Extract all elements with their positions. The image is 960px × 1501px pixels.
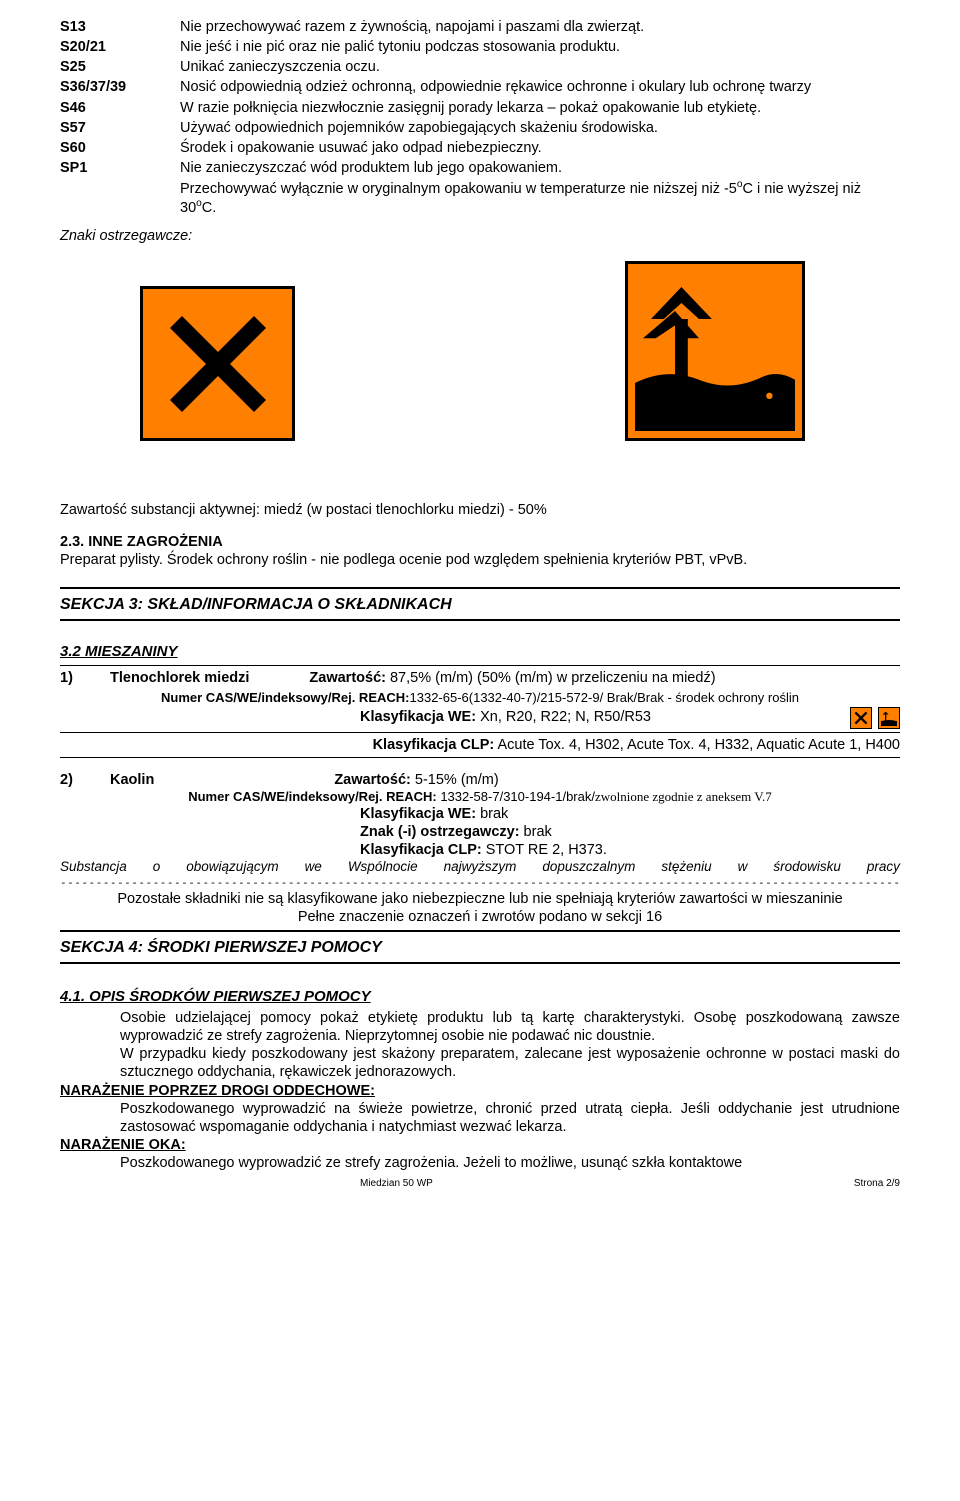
s-text: Środek i opakowanie usuwać jako odpad ni… [180,139,900,157]
divider [60,962,900,964]
sec-4-1-heading: 4.1. OPIS ŚRODKÓW PIERWSZEJ POMOCY [60,988,900,1007]
p41a: Osobie udzielającej pomocy pokaż etykiet… [60,1009,900,1045]
s-code: S25 [60,58,180,76]
component-1-row: 1) Tlenochlorek miedzi Zawartość: 87,5% … [60,669,900,687]
comp-num: 1) [60,669,90,687]
s-row: SP1Nie zanieczyszczać wód produktem lub … [60,159,900,177]
workplace-limit-line: SubstancjaoobowiązującymweWspólnocienajw… [60,859,900,876]
divider [60,665,900,666]
full-meaning: Pełne znaczenie oznaczeń i zwrotów podan… [60,908,900,926]
comp2-kwe: Klasyfikacja WE: brak [360,805,900,823]
exposure-resp-text: Poszkodowanego wyprowadzić na świeże pow… [60,1100,900,1136]
comp-num: 2) [60,771,90,789]
divider [60,732,900,733]
component-2-row: 2) Kaolin Zawartość: 5-15% (m/m) [60,771,900,789]
footer-product: Miedzian 50 WP [360,1178,433,1191]
mini-harmful-icon [850,707,872,729]
section-3-heading: SEKCJA 3: SKŁAD/INFORMACJA O SKŁADNIKACH [60,595,900,615]
s-code: S20/21 [60,38,180,56]
comp1-clp: Klasyfikacja CLP: Acute Tox. 4, H302, Ac… [60,736,900,754]
comp2-clp: Klasyfikacja CLP: STOT RE 2, H373. [360,841,900,859]
s-text: W razie połknięcia niezwłocznie zasięgni… [180,99,900,117]
s-code: S13 [60,18,180,36]
s-text: Używać odpowiednich pojemników zapobiega… [180,119,900,137]
s-code: S36/37/39 [60,78,180,96]
comp2-znak: Znak (-i) ostrzegawczy: brak [360,823,900,841]
s-code: SP1 [60,159,180,177]
s-row: S20/21Nie jeść i nie pić oraz nie palić … [60,38,900,56]
other-components: Pozostałe składniki nie są klasyfikowane… [60,890,900,908]
divider [60,757,900,758]
s-code: S46 [60,99,180,117]
comp-name: Tlenochlorek miedzi [110,669,249,687]
s-row: S25Unikać zanieczyszczenia oczu. [60,58,900,76]
comp-content: Zawartość: 87,5% (m/m) (50% (m/m) w prze… [309,669,715,687]
environment-pictogram [625,261,805,441]
s-text: Nie przechowywać razem z żywnością, napo… [180,18,900,36]
exposure-resp-heading: NARAŻENIE POPRZEZ DROGI ODDECHOWE: [60,1082,900,1100]
divider [60,619,900,621]
exposure-eye-text: Poszkodowanego wyprowadzić ze strefy zag… [60,1154,900,1172]
active-substance: Zawartość substancji aktywnej: miedź (w … [60,501,900,519]
exposure-eye-heading: NARAŻENIE OKA: [60,1136,900,1154]
s-code: S60 [60,139,180,157]
safety-list: S13Nie przechowywać razem z żywnością, n… [60,18,900,217]
p41b: W przypadku kiedy poszkodowany jest skaż… [60,1045,900,1081]
divider [60,587,900,589]
sec-2-3-heading: 2.3. INNE ZAGROŻENIA [60,533,900,551]
s-row: S36/37/39Nosić odpowiednią odzież ochron… [60,78,900,96]
s-row: S60Środek i opakowanie usuwać jako odpad… [60,139,900,157]
s-text: Nie zanieczyszczać wód produktem lub jeg… [180,159,900,177]
s-code: S57 [60,119,180,137]
pictogram-row [140,261,900,441]
s-row: S13Nie przechowywać razem z żywnością, n… [60,18,900,36]
comp1-cas: Numer CAS/WE/indeksowy/Rej. REACH:1332-6… [60,690,900,706]
s-text: Nie jeść i nie pić oraz nie palić tytoni… [180,38,900,56]
comp-name: Kaolin [110,771,154,789]
s-text: Unikać zanieczyszczenia oczu. [180,58,900,76]
sec-3-2-heading: 3.2 MIESZANINY [60,643,900,662]
section-4-heading: SEKCJA 4: ŚRODKI PIERWSZEJ POMOCY [60,938,900,958]
comp1-kwe-row: Klasyfikacja WE: Xn, R20, R22; N, R50/R5… [60,707,900,729]
page-footer: Miedzian 50 WP Strona 2/9 [60,1178,900,1191]
s-text: Nosić odpowiednią odzież ochronną, odpow… [180,78,900,96]
dash-divider: ----------------------------------------… [60,876,900,890]
s-text: Przechowywać wyłącznie w oryginalnym opa… [180,179,900,217]
s-row-extra: Przechowywać wyłącznie w oryginalnym opa… [60,179,900,217]
footer-page: Strona 2/9 [854,1178,900,1191]
harmful-pictogram [140,286,295,441]
comp-content: Zawartość: 5-15% (m/m) [334,771,498,789]
mini-env-icon [878,707,900,729]
warning-signs-label: Znaki ostrzegawcze: [60,227,900,245]
s-row: S46W razie połknięcia niezwłocznie zasię… [60,99,900,117]
sec-2-3-text: Preparat pylisty. Środek ochrony roślin … [60,551,900,569]
comp2-cas: Numer CAS/WE/indeksowy/Rej. REACH: 1332-… [60,789,900,805]
s-row: S57Używać odpowiednich pojemników zapobi… [60,119,900,137]
divider [60,930,900,932]
